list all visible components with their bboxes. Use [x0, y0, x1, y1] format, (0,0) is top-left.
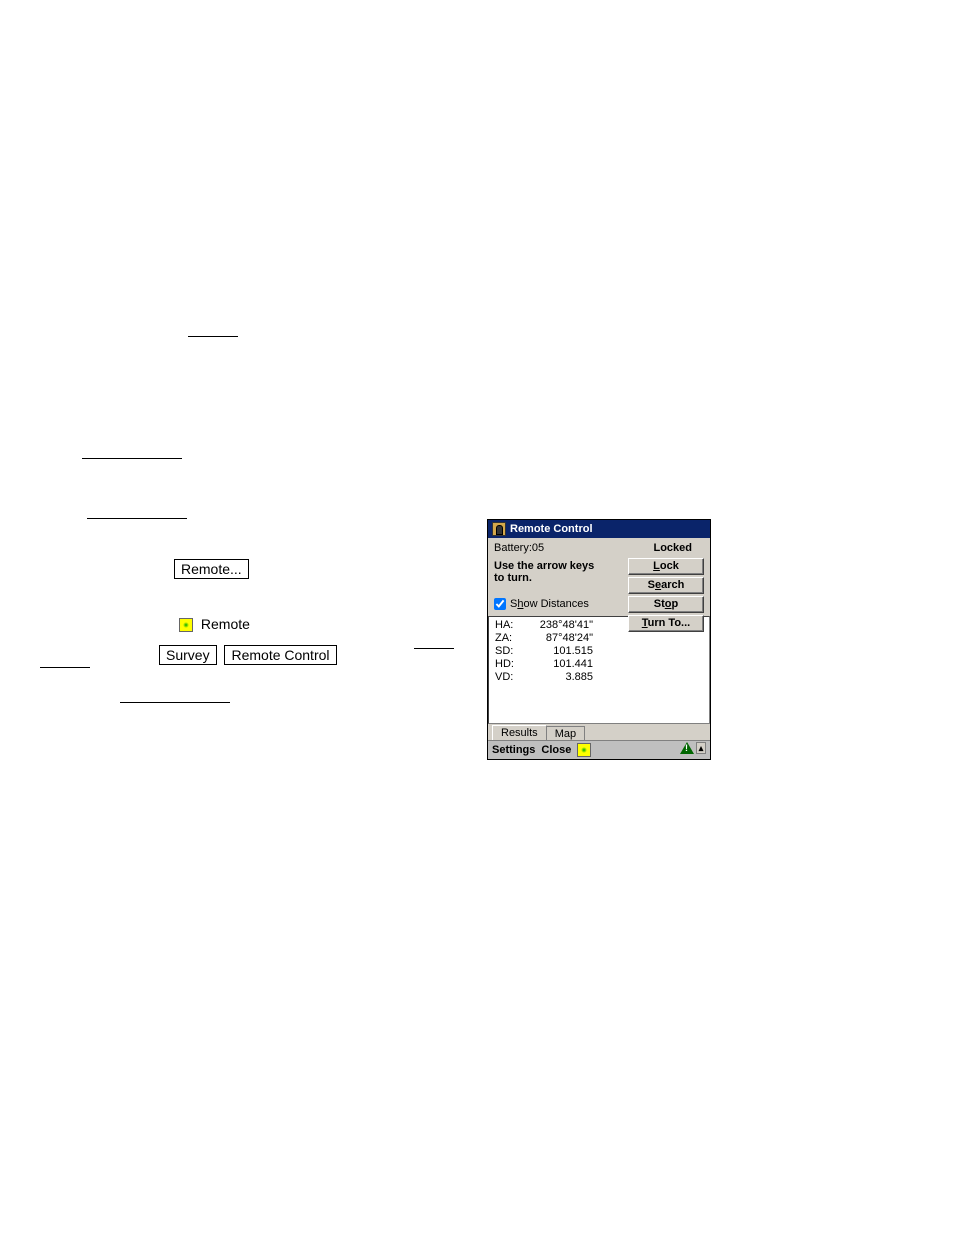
top-row: Battery:05 Locked: [494, 542, 704, 554]
lock-status: Locked: [653, 542, 704, 554]
doc-underline-1: [188, 336, 238, 337]
battery-label: Battery:: [494, 542, 532, 554]
statusbar-close[interactable]: Close: [541, 744, 571, 756]
up-arrow-icon[interactable]: ▴: [696, 742, 706, 754]
za-label: ZA:: [495, 632, 523, 645]
tab-results[interactable]: Results: [492, 725, 547, 740]
survey-button[interactable]: Survey: [159, 645, 217, 665]
data-row-vd: VD: 3.885: [495, 671, 703, 684]
remote-icon[interactable]: [179, 618, 193, 632]
lock-button[interactable]: Lock: [628, 558, 704, 575]
statusbar-remote-icon[interactable]: [577, 743, 591, 757]
warning-icon[interactable]: [680, 742, 694, 754]
data-box: HA: 238°48'41" ZA: 87°48'24" SD: 101.515…: [488, 616, 710, 724]
doc-survey-remote-row: Survey Remote Control: [159, 645, 337, 665]
za-value: 87°48'24": [523, 632, 593, 645]
battery-status: Battery:05: [494, 542, 544, 554]
battery-value: 05: [532, 542, 544, 554]
show-distances-checkbox[interactable]: [494, 598, 506, 610]
button-column: Lock Search Stop Turn To...: [628, 558, 704, 632]
statusbar-settings[interactable]: Settings: [492, 744, 535, 756]
doc-remote-button-wrap: Remote...: [174, 559, 249, 579]
vd-label: VD:: [495, 671, 523, 684]
tab-strip: Results Map: [488, 724, 710, 740]
instruction-text: Use the arrow keys to turn.: [494, 560, 614, 584]
search-button[interactable]: Search: [628, 577, 704, 594]
ha-value: 238°48'41": [523, 619, 593, 632]
titlebar[interactable]: Remote Control: [488, 520, 710, 538]
vd-value: 3.885: [523, 671, 593, 684]
sd-value: 101.515: [523, 645, 593, 658]
doc-underline-3: [87, 518, 187, 519]
statusbar-right: ▴: [680, 742, 706, 754]
doc-underline-6: [120, 702, 230, 703]
app-icon: [492, 522, 506, 536]
data-row-sd: SD: 101.515: [495, 645, 703, 658]
doc-underline-2: [82, 458, 182, 459]
show-distances-label[interactable]: Show Distances: [510, 598, 589, 610]
remote-icon-label: Remote: [201, 616, 250, 632]
ha-label: HA:: [495, 619, 523, 632]
instruction-line2: to turn.: [494, 572, 532, 584]
window-title: Remote Control: [510, 523, 593, 535]
doc-underline-4: [414, 648, 454, 649]
doc-remote-icon-label: Remote: [179, 616, 250, 632]
sd-label: SD:: [495, 645, 523, 658]
data-row-za: ZA: 87°48'24": [495, 632, 703, 645]
data-row-hd: HD: 101.441: [495, 658, 703, 671]
hd-value: 101.441: [523, 658, 593, 671]
doc-underline-5: [40, 667, 90, 668]
remote-button[interactable]: Remote...: [174, 559, 249, 579]
remote-control-button[interactable]: Remote Control: [224, 645, 336, 665]
tab-map[interactable]: Map: [546, 726, 585, 741]
window-body: Battery:05 Locked Use the arrow keys to …: [488, 538, 710, 759]
hd-label: HD:: [495, 658, 523, 671]
stop-button[interactable]: Stop: [628, 596, 704, 613]
remote-control-window: Remote Control Battery:05 Locked Use the…: [487, 519, 711, 760]
turn-to-button[interactable]: Turn To...: [628, 615, 704, 632]
instruction-line1: Use the arrow keys: [494, 560, 594, 572]
statusbar: Settings Close ▴: [488, 740, 710, 759]
